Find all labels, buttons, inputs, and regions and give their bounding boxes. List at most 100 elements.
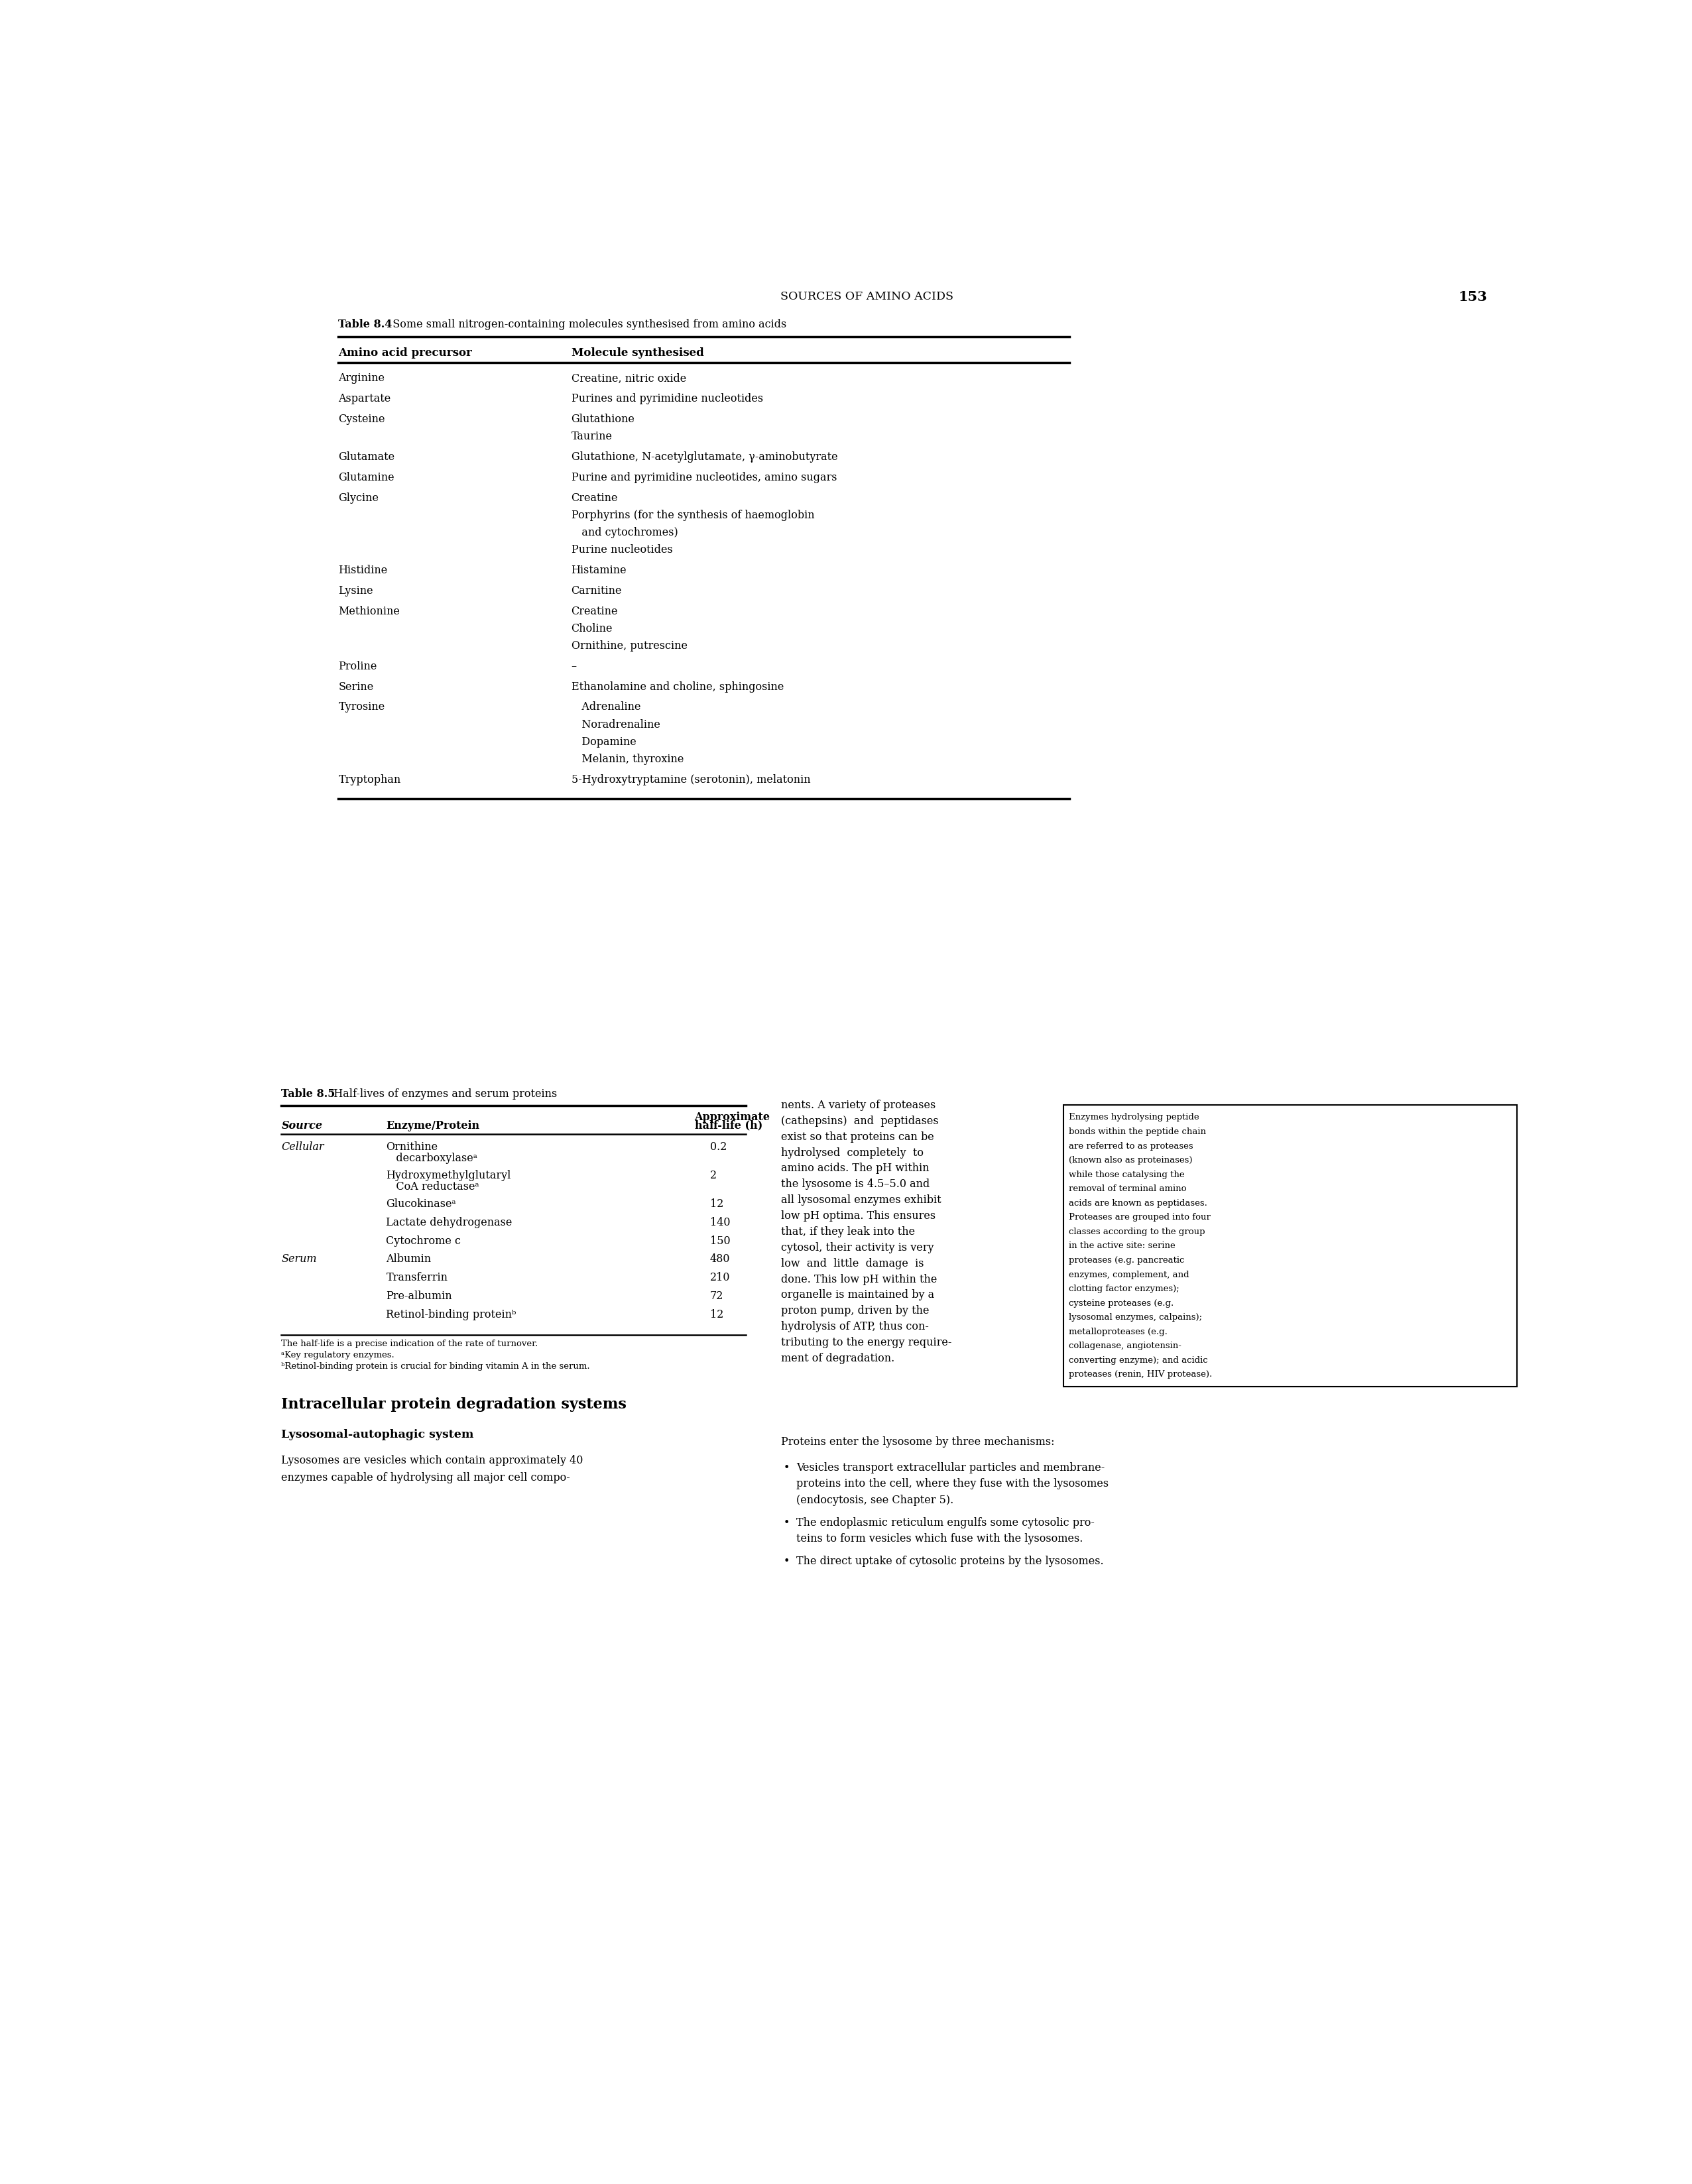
Text: Cellular: Cellular bbox=[281, 1142, 325, 1153]
Text: Porphyrins (for the synthesis of haemoglobin: Porphyrins (for the synthesis of haemogl… bbox=[572, 509, 814, 520]
Text: Table 8.4: Table 8.4 bbox=[338, 319, 393, 330]
Text: tributing to the energy require-: tributing to the energy require- bbox=[780, 1337, 951, 1348]
Text: hydrolysed  completely  to: hydrolysed completely to bbox=[780, 1147, 924, 1158]
Text: Creatine: Creatine bbox=[572, 605, 618, 616]
Text: Glucokinaseᵃ: Glucokinaseᵃ bbox=[386, 1199, 457, 1210]
Text: proteases (renin, HIV protease).: proteases (renin, HIV protease). bbox=[1069, 1369, 1211, 1378]
Text: 12: 12 bbox=[711, 1308, 724, 1319]
Text: Purine and pyrimidine nucleotides, amino sugars: Purine and pyrimidine nucleotides, amino… bbox=[572, 472, 838, 483]
Text: 140: 140 bbox=[711, 1216, 731, 1227]
Text: amino acids. The pH within: amino acids. The pH within bbox=[780, 1162, 929, 1175]
Text: bonds within the peptide chain: bonds within the peptide chain bbox=[1069, 1127, 1206, 1136]
Text: Source: Source bbox=[281, 1120, 323, 1131]
Text: proteases (e.g. pancreatic: proteases (e.g. pancreatic bbox=[1069, 1256, 1184, 1265]
Text: in the active site: serine: in the active site: serine bbox=[1069, 1243, 1176, 1251]
Text: ᵇRetinol-binding protein is crucial for binding vitamin A in the serum.: ᵇRetinol-binding protein is crucial for … bbox=[281, 1363, 591, 1372]
Text: Tyrosine: Tyrosine bbox=[338, 701, 386, 712]
Text: Table 8.5: Table 8.5 bbox=[281, 1088, 335, 1099]
Text: Half-lives of enzymes and serum proteins: Half-lives of enzymes and serum proteins bbox=[327, 1088, 557, 1099]
Text: Histamine: Histamine bbox=[572, 566, 626, 577]
Text: The direct uptake of cytosolic proteins by the lysosomes.: The direct uptake of cytosolic proteins … bbox=[797, 1555, 1103, 1568]
Text: Arginine: Arginine bbox=[338, 373, 384, 384]
Text: exist so that proteins can be: exist so that proteins can be bbox=[780, 1131, 934, 1142]
Text: •: • bbox=[783, 1555, 790, 1568]
Text: decarboxylaseᵃ: decarboxylaseᵃ bbox=[386, 1153, 477, 1164]
Text: Ethanolamine and choline, sphingosine: Ethanolamine and choline, sphingosine bbox=[572, 681, 783, 692]
Text: Choline: Choline bbox=[572, 622, 613, 633]
Text: Ornithine, putrescine: Ornithine, putrescine bbox=[572, 640, 687, 651]
Text: Purines and pyrimidine nucleotides: Purines and pyrimidine nucleotides bbox=[572, 393, 763, 404]
Text: (endocytosis, see Chapter 5).: (endocytosis, see Chapter 5). bbox=[797, 1494, 954, 1507]
Text: low  and  little  damage  is: low and little damage is bbox=[780, 1258, 924, 1269]
Text: Transferrin: Transferrin bbox=[386, 1271, 448, 1284]
Text: Adrenaline: Adrenaline bbox=[572, 701, 641, 712]
Text: ment of degradation.: ment of degradation. bbox=[780, 1352, 895, 1365]
Text: Proteases are grouped into four: Proteases are grouped into four bbox=[1069, 1212, 1210, 1221]
Text: Molecule synthesised: Molecule synthesised bbox=[572, 347, 704, 358]
Text: (known also as proteinases): (known also as proteinases) bbox=[1069, 1155, 1193, 1164]
Text: 12: 12 bbox=[711, 1199, 724, 1210]
Text: Carnitine: Carnitine bbox=[572, 585, 623, 596]
Text: cytosol, their activity is very: cytosol, their activity is very bbox=[780, 1243, 934, 1254]
Text: 72: 72 bbox=[711, 1291, 724, 1302]
Text: and cytochromes): and cytochromes) bbox=[572, 526, 678, 537]
Text: Proteins enter the lysosome by three mechanisms:: Proteins enter the lysosome by three mec… bbox=[780, 1437, 1054, 1448]
Text: Histidine: Histidine bbox=[338, 566, 387, 577]
Text: Creatine: Creatine bbox=[572, 491, 618, 505]
Text: CoA reductaseᵃ: CoA reductaseᵃ bbox=[386, 1182, 479, 1192]
Text: converting enzyme); and acidic: converting enzyme); and acidic bbox=[1069, 1356, 1208, 1365]
Text: Lysosomes are vesicles which contain approximately 40: Lysosomes are vesicles which contain app… bbox=[281, 1455, 584, 1465]
Text: 0.2: 0.2 bbox=[711, 1142, 728, 1153]
Text: are referred to as proteases: are referred to as proteases bbox=[1069, 1142, 1193, 1151]
Text: while those catalysing the: while those catalysing the bbox=[1069, 1171, 1184, 1179]
Text: Enzyme/Protein: Enzyme/Protein bbox=[386, 1120, 481, 1131]
Text: Noradrenaline: Noradrenaline bbox=[572, 719, 660, 729]
Text: Cytochrome c: Cytochrome c bbox=[386, 1236, 462, 1247]
Text: Intracellular protein degradation systems: Intracellular protein degradation system… bbox=[281, 1398, 626, 1411]
Text: Serine: Serine bbox=[338, 681, 374, 692]
Text: SOURCES OF AMINO ACIDS: SOURCES OF AMINO ACIDS bbox=[780, 290, 954, 301]
Text: collagenase, angiotensin-: collagenase, angiotensin- bbox=[1069, 1341, 1181, 1350]
Text: cysteine proteases (e.g.: cysteine proteases (e.g. bbox=[1069, 1299, 1174, 1308]
Text: •: • bbox=[783, 1461, 790, 1474]
Text: Some small nitrogen-containing molecules synthesised from amino acids: Some small nitrogen-containing molecules… bbox=[386, 319, 787, 330]
Text: Lysosomal-autophagic system: Lysosomal-autophagic system bbox=[281, 1428, 474, 1441]
Text: Methionine: Methionine bbox=[338, 605, 399, 616]
Text: Amino acid precursor: Amino acid precursor bbox=[338, 347, 472, 358]
Text: Vesicles transport extracellular particles and membrane-: Vesicles transport extracellular particl… bbox=[797, 1461, 1105, 1474]
Text: (cathepsins)  and  peptidases: (cathepsins) and peptidases bbox=[780, 1116, 939, 1127]
Text: 210: 210 bbox=[711, 1271, 731, 1284]
Text: Melanin, thyroxine: Melanin, thyroxine bbox=[572, 753, 684, 764]
Text: low pH optima. This ensures: low pH optima. This ensures bbox=[780, 1210, 936, 1221]
Bar bbox=[1064, 1105, 1516, 1387]
Text: Lysine: Lysine bbox=[338, 585, 374, 596]
Text: •: • bbox=[783, 1518, 790, 1529]
Text: 153: 153 bbox=[1459, 290, 1487, 304]
Text: all lysosomal enzymes exhibit: all lysosomal enzymes exhibit bbox=[780, 1195, 941, 1206]
Text: –: – bbox=[572, 662, 577, 673]
Text: The endoplasmic reticulum engulfs some cytosolic pro-: The endoplasmic reticulum engulfs some c… bbox=[797, 1518, 1095, 1529]
Text: proteins into the cell, where they fuse with the lysosomes: proteins into the cell, where they fuse … bbox=[797, 1479, 1108, 1489]
Text: Tryptophan: Tryptophan bbox=[338, 773, 401, 786]
Text: ᵃKey regulatory enzymes.: ᵃKey regulatory enzymes. bbox=[281, 1352, 394, 1361]
Text: organelle is maintained by a: organelle is maintained by a bbox=[780, 1289, 934, 1302]
Text: 150: 150 bbox=[711, 1236, 731, 1247]
Text: 5-Hydroxytryptamine (serotonin), melatonin: 5-Hydroxytryptamine (serotonin), melaton… bbox=[572, 773, 810, 786]
Text: half-life (h): half-life (h) bbox=[694, 1120, 763, 1131]
Text: Creatine, nitric oxide: Creatine, nitric oxide bbox=[572, 373, 685, 384]
Text: Ornithine: Ornithine bbox=[386, 1142, 438, 1153]
Text: Glutamate: Glutamate bbox=[338, 452, 394, 463]
Text: Glycine: Glycine bbox=[338, 491, 379, 505]
Text: The half-life is a precise indication of the rate of turnover.: The half-life is a precise indication of… bbox=[281, 1339, 538, 1348]
Text: hydrolysis of ATP, thus con-: hydrolysis of ATP, thus con- bbox=[780, 1321, 929, 1332]
Text: Purine nucleotides: Purine nucleotides bbox=[572, 544, 672, 555]
Text: proton pump, driven by the: proton pump, driven by the bbox=[780, 1306, 929, 1317]
Text: Approximate: Approximate bbox=[694, 1112, 770, 1123]
Text: enzymes capable of hydrolysing all major cell compo-: enzymes capable of hydrolysing all major… bbox=[281, 1472, 570, 1483]
Text: Dopamine: Dopamine bbox=[572, 736, 636, 747]
Text: nents. A variety of proteases: nents. A variety of proteases bbox=[780, 1099, 936, 1112]
Text: lysosomal enzymes, calpains);: lysosomal enzymes, calpains); bbox=[1069, 1313, 1201, 1321]
Text: Taurine: Taurine bbox=[572, 430, 613, 443]
Text: Glutathione, N-acetylglutamate, γ-aminobutyrate: Glutathione, N-acetylglutamate, γ-aminob… bbox=[572, 452, 838, 463]
Text: Pre-albumin: Pre-albumin bbox=[386, 1291, 452, 1302]
